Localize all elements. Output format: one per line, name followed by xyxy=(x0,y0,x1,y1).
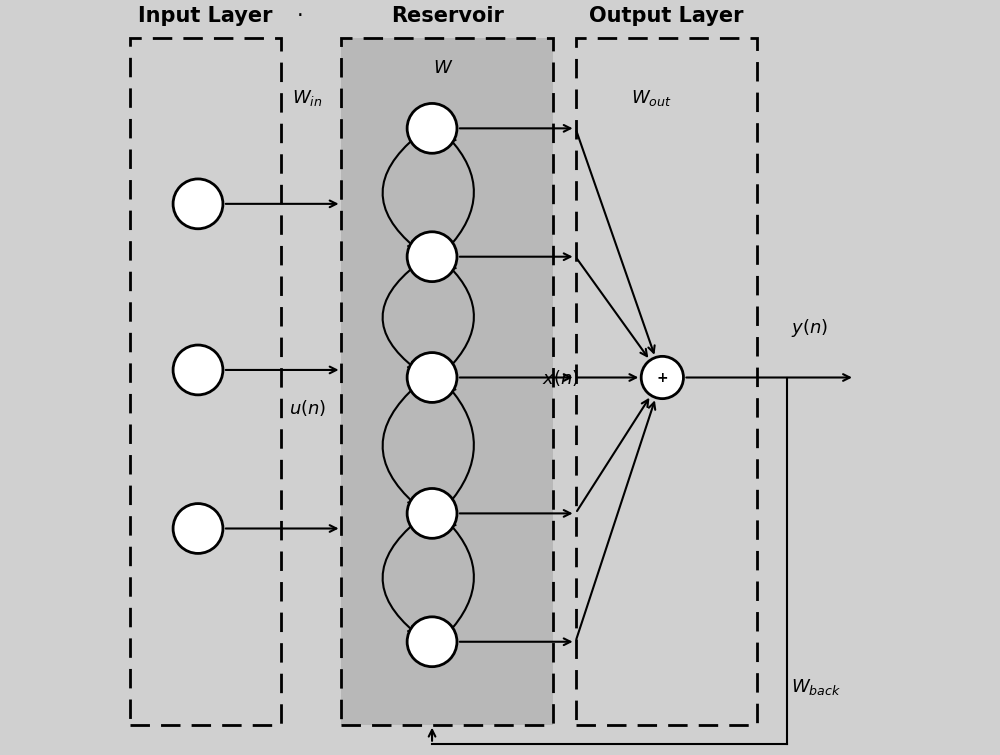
Text: $W_{back}$: $W_{back}$ xyxy=(791,677,841,697)
Text: $u(n)$: $u(n)$ xyxy=(289,398,326,418)
Text: Reservoir: Reservoir xyxy=(391,7,504,26)
Circle shape xyxy=(407,488,457,538)
Circle shape xyxy=(173,179,223,229)
Circle shape xyxy=(173,504,223,553)
Bar xyxy=(576,38,757,725)
Circle shape xyxy=(407,103,457,153)
FancyArrowPatch shape xyxy=(383,385,417,504)
Text: ·: · xyxy=(297,7,303,26)
Text: $W_{in}$: $W_{in}$ xyxy=(292,88,323,108)
Circle shape xyxy=(407,617,457,667)
FancyArrowPatch shape xyxy=(447,137,474,249)
Bar xyxy=(341,38,553,725)
Circle shape xyxy=(173,345,223,395)
Circle shape xyxy=(641,356,683,399)
Text: Output Layer: Output Layer xyxy=(589,7,743,26)
Text: Input Layer: Input Layer xyxy=(138,7,273,26)
Text: $W_{out}$: $W_{out}$ xyxy=(631,88,671,108)
Circle shape xyxy=(407,353,457,402)
Bar xyxy=(130,38,281,725)
FancyArrowPatch shape xyxy=(447,266,474,370)
Circle shape xyxy=(407,232,457,282)
Text: $x(n)$: $x(n)$ xyxy=(542,368,579,387)
FancyArrowPatch shape xyxy=(383,136,417,248)
FancyArrowPatch shape xyxy=(383,521,417,633)
Text: $W$: $W$ xyxy=(433,59,454,77)
FancyArrowPatch shape xyxy=(447,387,474,506)
FancyArrowPatch shape xyxy=(447,522,474,634)
Bar xyxy=(341,38,553,725)
Text: $y(n)$: $y(n)$ xyxy=(791,317,828,340)
FancyArrowPatch shape xyxy=(383,264,417,368)
Text: +: + xyxy=(657,371,668,384)
